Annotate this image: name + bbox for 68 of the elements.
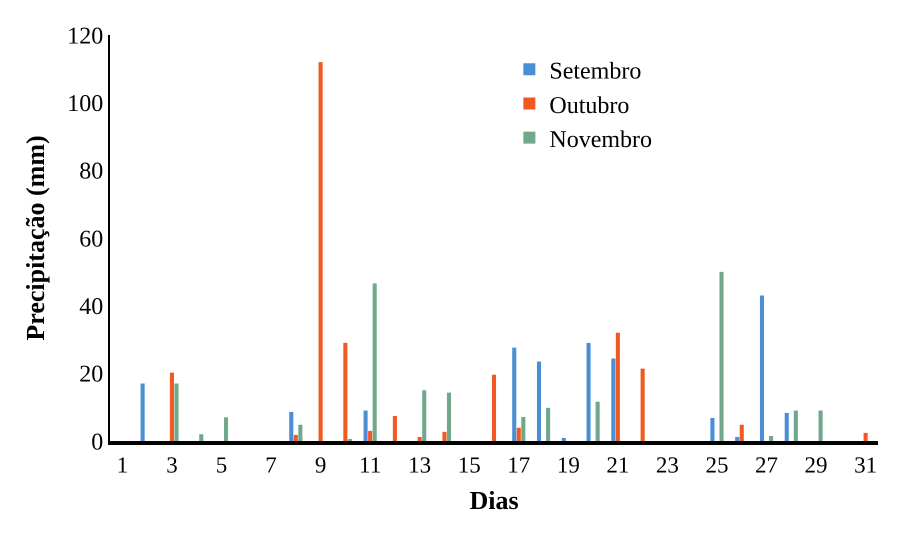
bar <box>611 358 616 441</box>
bar <box>174 383 179 441</box>
bar <box>224 417 228 441</box>
bar <box>170 372 174 441</box>
y-tick-label: 60 <box>79 226 104 252</box>
x-tick-label: 25 <box>705 452 728 478</box>
x-axis-title: Dias <box>469 486 519 515</box>
legend-label: Novembro <box>549 127 652 154</box>
bar <box>318 62 323 441</box>
bar <box>289 412 294 441</box>
bar <box>596 402 600 441</box>
x-tick-label: 7 <box>265 452 277 478</box>
bar <box>818 410 823 441</box>
legend-label: Outubro <box>549 92 630 119</box>
y-tick-label: 0 <box>91 429 104 456</box>
x-tick-label: 17 <box>507 452 530 478</box>
bar <box>140 383 145 441</box>
x-tick-label: 21 <box>606 452 630 478</box>
bar <box>864 432 868 441</box>
legend-label: Setembro <box>549 58 642 85</box>
x-tick-label: 29 <box>804 452 828 478</box>
x-tick-label: 5 <box>216 452 228 478</box>
x-tick-label: 9 <box>314 452 326 478</box>
x-tick-label: 23 <box>656 452 679 478</box>
y-tick-label: 40 <box>79 294 104 320</box>
bar <box>422 390 426 441</box>
bar <box>294 434 298 441</box>
bar <box>710 418 714 441</box>
x-tick-label: 13 <box>408 452 432 478</box>
x-tick-label: 3 <box>166 452 178 478</box>
bar <box>536 361 542 441</box>
x-tick-label: 1 <box>116 452 128 478</box>
bar <box>616 332 620 441</box>
bar <box>546 408 550 441</box>
x-tick-label: 11 <box>359 452 382 478</box>
bar <box>446 392 452 441</box>
y-tick-label: 120 <box>67 23 104 50</box>
bar <box>740 424 744 441</box>
bar <box>492 374 496 441</box>
bar <box>794 410 798 441</box>
bar <box>418 436 422 441</box>
bar <box>372 283 377 441</box>
bar <box>521 416 526 441</box>
x-tick-label: 19 <box>556 452 580 478</box>
bar <box>298 424 302 441</box>
bar <box>769 436 774 441</box>
bar <box>343 342 348 441</box>
bar <box>368 430 372 441</box>
bar <box>586 342 591 441</box>
x-tick-label: 27 <box>755 452 778 478</box>
bar <box>562 438 566 441</box>
x-tick-label: 31 <box>854 452 878 478</box>
y-tick-label: 80 <box>79 158 104 185</box>
bar <box>640 368 645 441</box>
bar <box>784 412 789 441</box>
y-tick-label: 20 <box>79 362 104 388</box>
bar <box>512 348 516 441</box>
bar <box>735 436 740 441</box>
bar <box>516 428 521 441</box>
bar <box>719 272 724 441</box>
bar <box>364 410 368 441</box>
y-axis-title: Precipitação (mm) <box>21 135 50 341</box>
bar <box>199 434 204 441</box>
y-tick-label: 100 <box>67 91 104 118</box>
bar <box>760 296 764 441</box>
bar <box>392 416 397 441</box>
bar <box>442 432 446 441</box>
x-tick-label: 15 <box>458 452 481 478</box>
